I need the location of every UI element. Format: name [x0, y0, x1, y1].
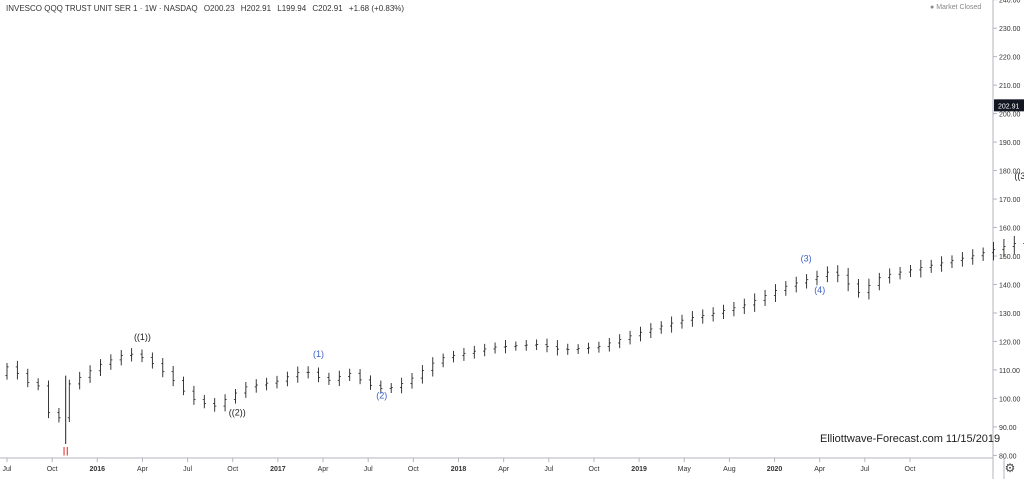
y-tick-label: 220.00 — [999, 55, 1021, 62]
market-status: ● Market Closed — [930, 4, 981, 11]
x-tick-label: 2018 — [451, 466, 467, 473]
market-status-label: Market Closed — [936, 4, 982, 11]
wave-label: II — [62, 444, 69, 458]
x-tick-label: Oct — [905, 466, 916, 473]
y-tick-label: 230.00 — [999, 26, 1021, 33]
y-tick-label: 190.00 — [999, 140, 1021, 147]
last-price-tag — [994, 99, 1024, 112]
x-tick-label: 2019 — [631, 466, 647, 473]
x-tick-label: Oct — [227, 466, 238, 473]
wave-label: ((2)) — [229, 408, 246, 418]
y-tick-label: 160.00 — [999, 226, 1021, 233]
status-dot-icon: ● — [930, 4, 935, 11]
y-tick-label: 200.00 — [999, 112, 1021, 119]
x-tick-label: May — [678, 466, 692, 473]
wave-label: (4) — [814, 285, 825, 295]
x-tick-label: 2017 — [270, 466, 286, 473]
y-tick-label: 150.00 — [999, 254, 1021, 261]
x-tick-label: Jul — [183, 466, 192, 473]
y-tick-label: 80.00 — [999, 453, 1017, 460]
x-tick-label: Jul — [860, 466, 869, 473]
x-tick-label: Apr — [137, 466, 149, 473]
x-tick-label: Oct — [408, 466, 419, 473]
last-price-label: 202.91 — [998, 103, 1020, 110]
y-tick-label: 210.00 — [999, 83, 1021, 90]
y-tick-label: 180.00 — [999, 169, 1021, 176]
high-value: H202.91 — [240, 4, 272, 13]
symbol-label: INVESCO QQQ TRUST UNIT SER 1 · 1W · NASD… — [6, 4, 198, 13]
wave-label: ((1)) — [134, 332, 151, 342]
y-tick-label: 130.00 — [999, 311, 1021, 318]
wave-label: ((3)) — [1014, 171, 1024, 181]
wave-label: (1) — [313, 349, 324, 359]
x-tick-label: Oct — [589, 466, 600, 473]
y-tick-label: 240.00 — [999, 0, 1021, 5]
x-tick-label: Aug — [723, 466, 736, 473]
x-tick-label: Jul — [3, 466, 12, 473]
x-tick-label: Oct — [47, 466, 58, 473]
x-tick-label: Apr — [318, 466, 330, 473]
x-tick-label: 2016 — [90, 466, 106, 473]
open-value: O200.23 — [203, 4, 235, 13]
y-tick-label: 120.00 — [999, 339, 1021, 346]
y-tick-label: 110.00 — [999, 368, 1020, 375]
y-tick-label: 90.00 — [999, 425, 1017, 432]
watermark: Elliottwave-Forecast.com 11/15/2019 — [820, 433, 1001, 445]
wave-label: (2) — [376, 390, 387, 400]
y-tick-label: 170.00 — [999, 197, 1021, 204]
x-tick-label: Jul — [544, 466, 553, 473]
wave-label: (3) — [801, 254, 812, 264]
y-tick-label: 100.00 — [999, 396, 1021, 403]
close-value: C202.91 — [312, 4, 343, 13]
low-value: L199.94 — [277, 4, 307, 13]
y-tick-label: 140.00 — [999, 283, 1021, 290]
x-tick-label: 2020 — [767, 466, 783, 473]
x-tick-label: Apr — [498, 466, 510, 473]
change-value: +1.68 (+0.83%) — [348, 4, 405, 13]
chart-header: INVESCO QQQ TRUST UNIT SER 1 · 1W · NASD… — [6, 4, 408, 13]
gear-icon[interactable]: ⚙ — [1004, 461, 1016, 475]
x-tick-label: Jul — [364, 466, 373, 473]
x-tick-label: Apr — [814, 466, 826, 473]
